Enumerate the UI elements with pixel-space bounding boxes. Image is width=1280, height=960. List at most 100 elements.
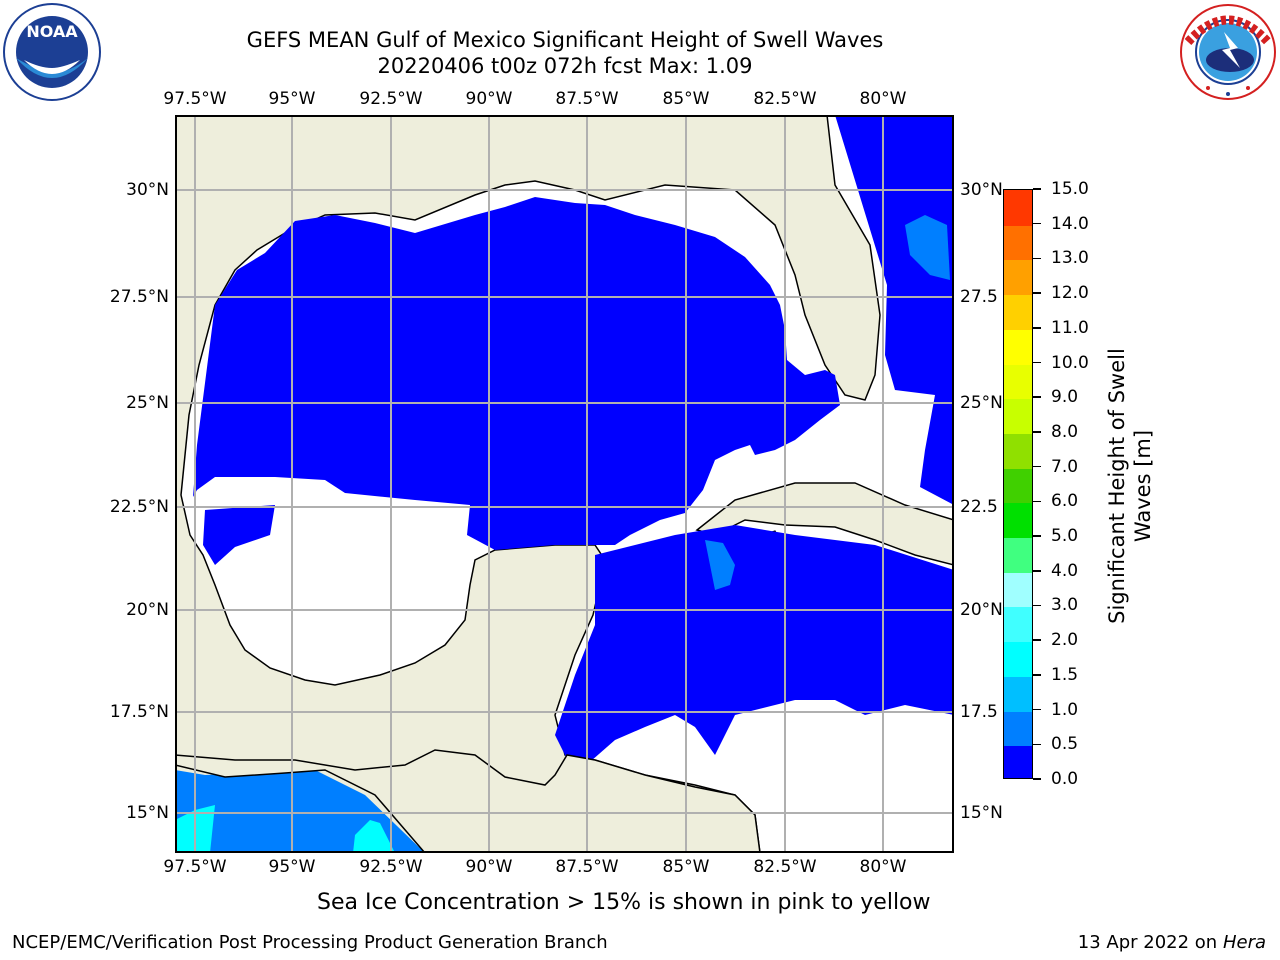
colorbar-tick-mark — [1033, 396, 1041, 398]
chart-title: GEFS MEAN Gulf of Mexico Significant Hei… — [246, 28, 884, 52]
lat-label-right: 17.5 — [960, 702, 998, 722]
colorbar-ticks: 0.0 0.5 1.0 1.5 2.0 3.0 4.0 5.0 6.0 7.0 8.0 9.0 10.0… — [1033, 179, 1113, 789]
colorbar-swatch — [1004, 224, 1032, 261]
colorbar-swatch — [1004, 675, 1032, 712]
colorbar-tick-mark — [1033, 639, 1041, 641]
colorbar — [1003, 189, 1033, 779]
lat-label-left: 15°N — [126, 803, 169, 823]
colorbar-swatch — [1004, 571, 1032, 608]
lon-label-bottom: 85°W — [662, 857, 710, 877]
lat-label-left: 27.5°N — [109, 287, 169, 307]
swell-region-gulf — [193, 197, 840, 550]
swell-patch-pacific-1-5-east — [353, 820, 395, 853]
colorbar-tick-label: 1.5 — [1051, 664, 1079, 685]
colorbar-tick-label: 13.0 — [1051, 248, 1089, 269]
lon-label-top: 82.5°W — [753, 89, 817, 109]
colorbar-swatch — [1004, 641, 1032, 677]
lat-label-right: 25°N — [960, 393, 1003, 413]
swell-region-atlantic — [835, 115, 954, 505]
lon-label-top: 97.5°W — [163, 89, 227, 109]
colorbar-label-line2: Waves [m] — [1131, 429, 1155, 543]
lon-label-bottom: 80°W — [859, 857, 907, 877]
lon-label-bottom: 92.5°W — [359, 857, 423, 877]
run-date: 13 Apr 2022 on Hera — [1078, 932, 1266, 953]
colorbar-tick-label: 15.0 — [1051, 179, 1089, 199]
colorbar-swatch — [1004, 328, 1032, 365]
colorbar-tick-mark — [1033, 465, 1041, 468]
colorbar-tick-mark — [1033, 327, 1041, 329]
colorbar-tick-mark — [1033, 570, 1041, 572]
lon-label-top: 80°W — [859, 89, 907, 109]
colorbar-tick-mark — [1033, 188, 1041, 190]
lon-label-bottom: 82.5°W — [753, 857, 817, 877]
colorbar-swatch — [1004, 432, 1032, 469]
colorbar-tick-label: 6.0 — [1051, 491, 1079, 512]
colorbar-tick-label: 5.0 — [1051, 526, 1079, 547]
lon-label-top: 95°W — [268, 89, 316, 109]
lon-label-bottom: 95°W — [268, 857, 316, 877]
host-name: Hera — [1222, 932, 1266, 953]
colorbar-tick-mark — [1033, 708, 1041, 711]
colorbar-swatch — [1004, 745, 1032, 778]
colorbar-swatch — [1004, 259, 1032, 296]
swell-patch-cuba — [705, 540, 735, 590]
colorbar-tick-label: 10.0 — [1051, 352, 1089, 373]
colorbar-swatch — [1004, 398, 1032, 434]
map-gridlines — [175, 115, 954, 853]
colorbar-tick-label: 4.0 — [1051, 560, 1079, 581]
lon-label-top: 90°W — [465, 89, 513, 109]
colorbar-swatch — [1004, 537, 1032, 573]
lat-label-left: 30°N — [126, 180, 169, 200]
lon-label-bottom: 90°W — [465, 857, 513, 877]
colorbar-tick-mark — [1033, 535, 1041, 537]
run-date-text: 13 Apr 2022 on — [1077, 932, 1223, 953]
colorbar-swatch — [1004, 467, 1032, 504]
colorbar-swatch — [1004, 294, 1032, 330]
swell-region-bay-of-campeche — [203, 505, 275, 565]
colorbar-tick-mark — [1033, 500, 1041, 503]
lon-label-top: 92.5°W — [359, 89, 423, 109]
chart-subtitle: 20220406 t00z 072h fcst Max: 1.09 — [377, 54, 753, 78]
producer-credit: NCEP/EMC/Verification Post Processing Pr… — [12, 932, 608, 953]
noaa-logo-text: NOAA — [26, 22, 78, 41]
colorbar-swatch — [1004, 190, 1032, 226]
lat-label-right: 22.5 — [960, 497, 998, 517]
colorbar-label: Significant Height of Swell Waves [m] — [1104, 336, 1156, 636]
colorbar-tick-label: 3.0 — [1051, 595, 1079, 616]
noaa-logo: NOAA — [2, 2, 102, 102]
colorbar-tick-label: 14.0 — [1051, 213, 1089, 234]
colorbar-swatch — [1004, 363, 1032, 400]
colorbar-tick-mark — [1033, 604, 1041, 607]
lat-label-right: 20°N — [960, 600, 1003, 620]
sea-ice-note: Sea Ice Concentration > 15% is shown in … — [317, 890, 931, 915]
gulf-of-mexico-map — [175, 115, 954, 853]
lat-label-right: 30°N — [960, 180, 1003, 200]
colorbar-tick-label: 2.0 — [1051, 630, 1079, 651]
colorbar-swatch — [1004, 502, 1032, 539]
colorbar-tick-mark — [1033, 361, 1041, 364]
nws-logo — [1178, 2, 1278, 102]
colorbar-tick-mark — [1033, 222, 1041, 225]
lat-label-left: 22.5°N — [109, 497, 169, 517]
lon-label-bottom: 87.5°W — [555, 857, 619, 877]
colorbar-tick-mark — [1033, 743, 1041, 746]
colorbar-tick-label: 1.0 — [1051, 699, 1079, 720]
colorbar-tick-label: 8.0 — [1051, 421, 1079, 442]
colorbar-tick-label: 9.0 — [1051, 387, 1079, 408]
lat-label-right: 15°N — [960, 803, 1003, 823]
lat-label-left: 25°N — [126, 393, 169, 413]
lon-label-bottom: 97.5°W — [163, 857, 227, 877]
colorbar-tick-mark — [1033, 257, 1041, 260]
lon-label-top: 85°W — [662, 89, 710, 109]
lat-label-right: 27.5 — [960, 287, 998, 307]
colorbar-tick-label: 7.0 — [1051, 456, 1079, 477]
colorbar-tick-mark — [1033, 778, 1041, 780]
central-america-land — [175, 749, 761, 853]
colorbar-tick-mark — [1033, 431, 1041, 433]
colorbar-tick-mark — [1033, 292, 1041, 294]
cuba-island — [695, 482, 954, 566]
lat-label-left: 17.5°N — [109, 702, 169, 722]
colorbar-swatch — [1004, 606, 1032, 643]
colorbar-tick-mark — [1033, 674, 1041, 676]
lat-label-left: 20°N — [126, 600, 169, 620]
